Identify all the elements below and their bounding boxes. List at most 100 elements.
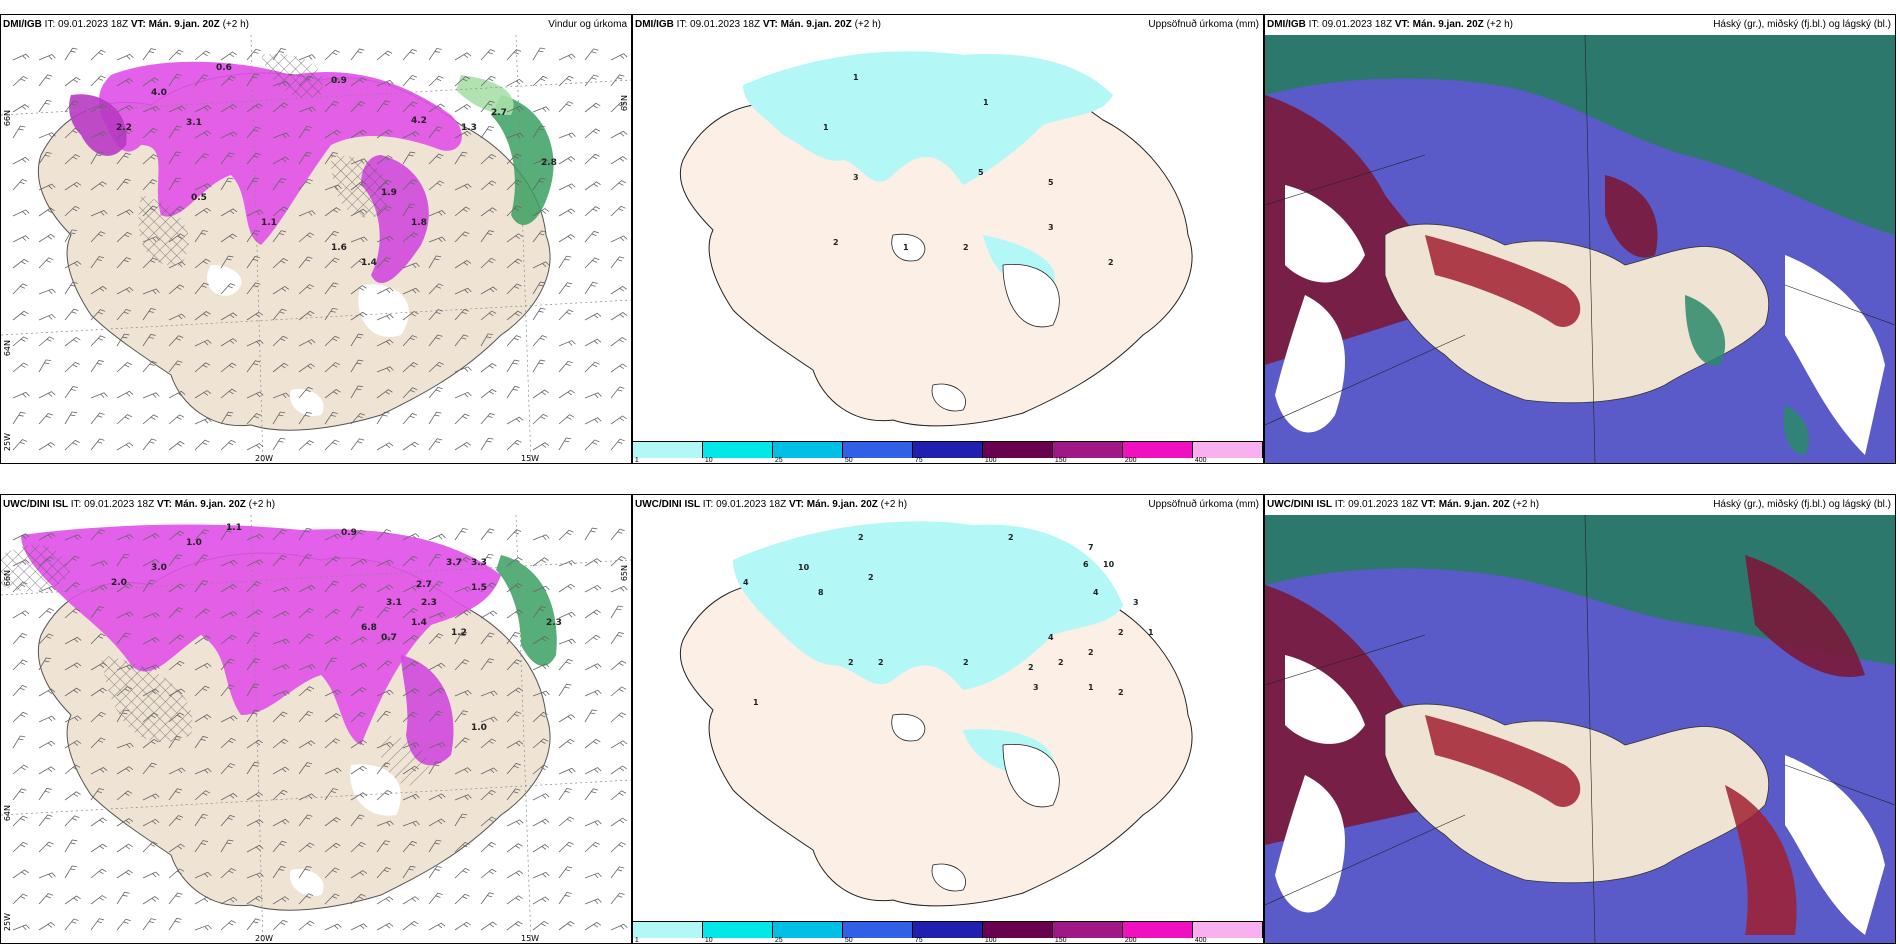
wind-barb-icon: [220, 177, 234, 191]
wind-barb-icon: [428, 386, 443, 399]
colorbar-swatch: [913, 922, 983, 938]
wind-barb-icon: [350, 48, 365, 61]
wind-barb-icon: [428, 361, 444, 373]
model-label: DMI/IGB: [1267, 19, 1306, 30]
wind-barb-icon: [64, 608, 81, 619]
colorbar-tick: 200: [1124, 937, 1137, 944]
precip-band-north: [99, 61, 462, 246]
wind-barb-icon: [454, 690, 472, 697]
wind-barb-icon: [298, 411, 312, 425]
wind-barb-icon: [376, 129, 393, 139]
wind-barb-icon: [246, 391, 264, 399]
wind-barb-icon: [90, 687, 107, 697]
map-wind-precip[interactable]: 4.0 3.1 2.2 4.2 2.7 1.3 0.9 0.6 1.9 1.8 …: [1, 35, 631, 463]
wind-barb-icon: [350, 285, 367, 295]
wind-barb-icon: [194, 311, 211, 321]
colorbar-swatch: [773, 442, 843, 458]
wind-barb-icon: [220, 634, 237, 645]
wind-barb-icon: [454, 556, 471, 567]
wind-barb-icon: [116, 742, 134, 749]
wind-barb-icon: [428, 612, 446, 619]
wind-barb-icon: [90, 104, 108, 113]
wind-barb-icon: [272, 738, 289, 749]
wind-barb-icon: [194, 258, 211, 269]
wind-barb-icon: [532, 158, 550, 165]
wind-barb-icon: [584, 102, 601, 113]
wind-barb-icon: [12, 310, 29, 321]
wind-barb-icon: [116, 709, 130, 723]
wind-barb-icon: [12, 179, 28, 191]
value-label: 1.5: [471, 583, 487, 593]
wind-barb-icon: [480, 180, 497, 191]
wind-barb-icon: [324, 439, 340, 451]
wind-barb-icon: [194, 608, 211, 619]
wind-barb-icon: [116, 686, 133, 697]
wind-barb-icon: [142, 871, 160, 879]
wind-barb-icon: [428, 411, 442, 425]
wind-barb-icon: [376, 389, 393, 399]
wind-barb-icon: [272, 48, 286, 61]
map-accumulated-precip[interactable]: 2 2 10 4 8 2 7 6 10 4 3 2 1 4 2 2 2 3 1 …: [633, 515, 1263, 921]
value-label: 0.7: [381, 633, 397, 643]
value-label: 2.0: [111, 578, 127, 588]
wind-barb-icon: [610, 235, 628, 243]
map-wind-precip[interactable]: 1.0 1.1 3.0 2.0 3.7 2.7 3.1 2.3 3.3 1.5 …: [1, 515, 631, 943]
wind-barb-icon: [12, 869, 29, 879]
wind-barb-icon: [402, 660, 419, 671]
wind-barb-icon: [116, 843, 133, 853]
wind-barb-icon: [142, 712, 159, 723]
wind-barb-icon: [532, 635, 550, 645]
wind-barb-icon: [428, 334, 443, 347]
wind-barb-icon: [64, 918, 79, 931]
wind-barb-icon: [38, 607, 54, 619]
colorbar-accum: 1 10 25 50 75 100 150 200 400: [633, 441, 1263, 464]
wind-barb-icon: [350, 792, 368, 801]
wind-barb-icon: [12, 559, 30, 567]
wind-barb-icon: [272, 555, 288, 567]
colorbar-accum: 1 10 25 50 75 100 150 200 400: [633, 921, 1263, 944]
wind-map-svg: 4.0 3.1 2.2 4.2 2.7 1.3 0.9 0.6 1.9 1.8 …: [1, 35, 631, 463]
wind-barb-icon: [402, 179, 418, 191]
wind-barb-icon: [220, 283, 236, 295]
wind-barb-icon: [454, 794, 472, 801]
wind-barb-icon: [324, 580, 339, 593]
wind-barb-icon: [532, 871, 550, 879]
wind-barb-icon: [428, 553, 442, 567]
accum-values: 1 3 5 5 3 2 1 2 2 1 1: [823, 73, 1114, 267]
cloud-map-svg: [1265, 35, 1895, 463]
wind-barb-icon: [220, 75, 236, 87]
wind-barb-icon: [90, 529, 106, 541]
wind-barb-icon: [584, 48, 599, 61]
wind-barb-icon: [558, 234, 576, 243]
value-label: 1: [823, 123, 829, 132]
wind-barbs: [12, 47, 628, 451]
wind-barb-icon: [454, 206, 471, 217]
wind-barb-icon: [584, 439, 600, 451]
colorbar-tick: 400: [1194, 937, 1207, 944]
wind-barb-icon: [584, 558, 602, 567]
wind-barb-icon: [194, 790, 211, 801]
wind-barb-icon: [402, 387, 418, 399]
wind-barb-icon: [376, 922, 394, 931]
wind-barb-icon: [142, 307, 156, 321]
wind-barb-icon: [402, 48, 418, 61]
wind-barb-icon: [220, 131, 238, 139]
wind-barb-icon: [480, 207, 497, 217]
panel-title: Uppsöfnuð úrkoma (mm): [1148, 19, 1259, 30]
map-accumulated-precip[interactable]: 1 3 5 5 3 2 1 2 2 1 1: [633, 35, 1263, 441]
value-label: 1: [753, 698, 759, 707]
wind-barb-icon: [558, 340, 576, 347]
wind-barb-icon: [220, 527, 234, 541]
colorbar-swatches: [633, 921, 1263, 938]
wind-barb-icon: [142, 154, 158, 165]
wind-barb-icon: [168, 73, 182, 87]
wind-barb-icon: [116, 333, 130, 347]
map-cloud-cover[interactable]: [1265, 35, 1895, 463]
wind-barb-icon: [298, 386, 313, 399]
wind-barb-icon: [246, 413, 262, 425]
map-cloud-cover[interactable]: [1265, 515, 1895, 943]
wind-barb-icon: [12, 209, 30, 217]
wind-barb-icon: [610, 438, 625, 451]
wind-barb-icon: [12, 735, 26, 749]
value-label: 0.6: [216, 63, 232, 73]
